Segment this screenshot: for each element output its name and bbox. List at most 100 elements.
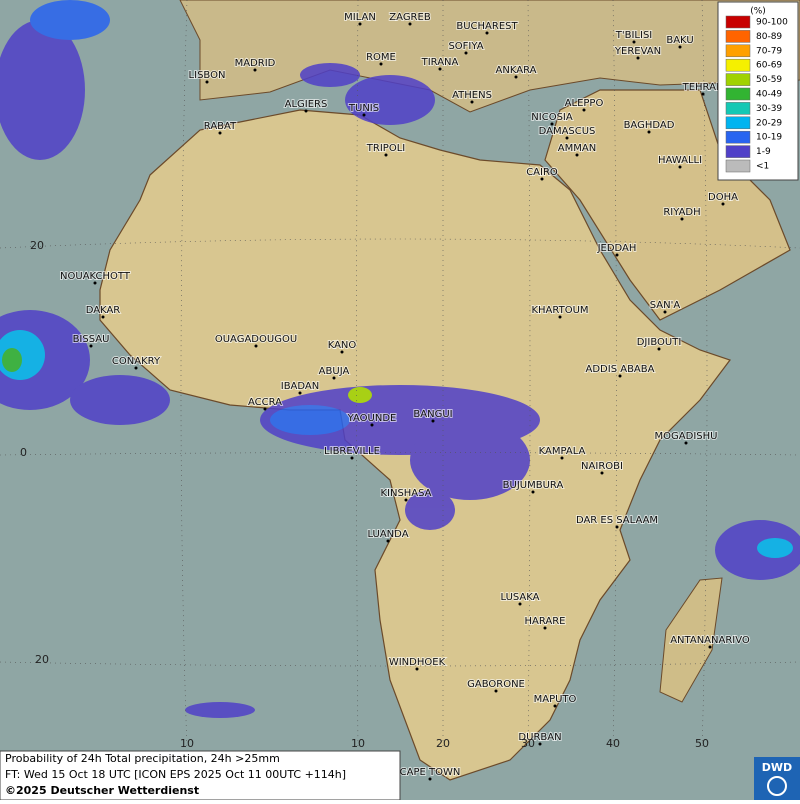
city-dot [540,177,544,181]
city-label: DJIBOUTI [637,337,682,348]
caption: Probability of 24h Total precipitation, … [0,750,401,801]
city-dot [428,777,432,781]
city-dot [470,100,474,104]
city-label: SOFIYA [448,41,483,52]
city-dot [575,153,579,157]
city-label: T'BILISI [615,30,652,41]
logo-text: DWD [762,761,792,774]
city-label: NICOSIA [531,112,573,123]
city-dot [370,423,374,427]
city-label: IBADAN [281,381,320,392]
city-label: ADDIS ABABA [586,364,655,375]
city-dot [415,667,419,671]
city-dot [89,344,93,348]
city-label: WINDHOEK [389,657,446,668]
legend-swatch [725,145,751,158]
city-label: LISBON [189,70,226,81]
city-dot [701,92,705,96]
legend-swatch [725,102,751,115]
legend-swatch [725,116,751,130]
city-label: BAGHDAD [624,120,675,131]
legend-label: 50-59 [756,75,782,85]
legend-swatch [725,30,751,43]
arabia [544,89,791,321]
logo: DWD [754,757,800,800]
city-dot [684,441,688,445]
city-dot [600,471,604,475]
city-dot [708,645,712,649]
city-label: ANTANANARIVO [670,635,750,646]
city-label: MOGADISHU [655,431,718,442]
city-label: BUCHAREST [456,21,518,32]
city-label: KINSHASA [380,488,431,499]
lon-label: 20 [436,737,450,750]
city-dot [431,419,435,423]
city-label: RABAT [204,121,237,132]
city-dot [560,456,564,460]
lat-label: 20 [35,653,49,666]
city-dot [514,75,518,79]
city-dot [101,315,105,319]
city-label: ABUJA [319,366,350,377]
city-label: ROME [366,52,396,63]
city-label: ATHENS [452,90,492,101]
city-label: CAPE TOWN [400,767,461,778]
city-dot [680,217,684,221]
lon-label: 10 [180,737,194,750]
city-label: YEREVAN [614,46,661,57]
city-label: KAMPALA [539,446,586,457]
city-label: CAIRO [526,167,558,178]
city-label: LUANDA [367,529,408,540]
city-label: LUSAKA [501,592,540,603]
city-label: YAOUNDE [347,413,397,424]
city-dot [298,391,302,395]
city-label: NOUAKCHOTT [60,271,131,282]
city-dot [134,366,138,370]
caption-line: Probability of 24h Total precipitation, … [5,752,280,765]
city-label: DAMASCUS [539,126,596,137]
city-dot [350,456,354,460]
city-dot [304,109,308,113]
city-dot [93,281,97,285]
city-label: ACCRA [248,397,282,408]
legend-swatch [725,58,751,72]
legend-swatch [725,87,751,101]
city-dot [582,108,586,112]
city-label: BAKU [666,35,693,46]
lat-label: 20 [30,239,44,252]
city-dot [379,62,383,66]
legend-label: 30-39 [756,104,782,114]
city-label: ZAGREB [389,12,431,23]
legend-label: <1 [756,162,769,172]
city-dot [657,347,661,351]
grid-labels: 20 0 20 10 10 20 30 40 50 [20,239,709,750]
legend-label: 20-29 [756,118,782,128]
city-label: CONAKRY [112,356,161,367]
city-dot [205,80,209,84]
city-dot [485,31,489,35]
city-dot [386,539,390,543]
lon-label: 40 [606,737,620,750]
legend-swatch [725,73,751,86]
lon-label: 50 [695,737,709,750]
legend-swatch [725,15,751,29]
city-dot [618,374,622,378]
city-dot [464,51,468,55]
city-dot [254,344,258,348]
city-dot [550,122,554,126]
city-dot [340,350,344,354]
city-label: OUAGADOUGOU [215,334,297,345]
city-dot [494,689,498,693]
city-label: MAPUTO [534,694,577,705]
city-dot [218,131,222,135]
caption-line: FT: Wed 15 Oct 18 UTC [ICON EPS 2025 Oct… [5,768,346,781]
city-label: MILAN [344,12,376,23]
city-label: BUJUMBURA [503,480,564,491]
city-label: BISSAU [73,334,110,345]
city-label: HAWALLI [658,155,702,166]
city-label: NAIROBI [581,461,623,472]
city-label: HARARE [524,616,565,627]
city-label: ANKARA [496,65,537,76]
city-label: ALEPPO [565,98,604,109]
legend-label: 60-69 [756,61,782,71]
